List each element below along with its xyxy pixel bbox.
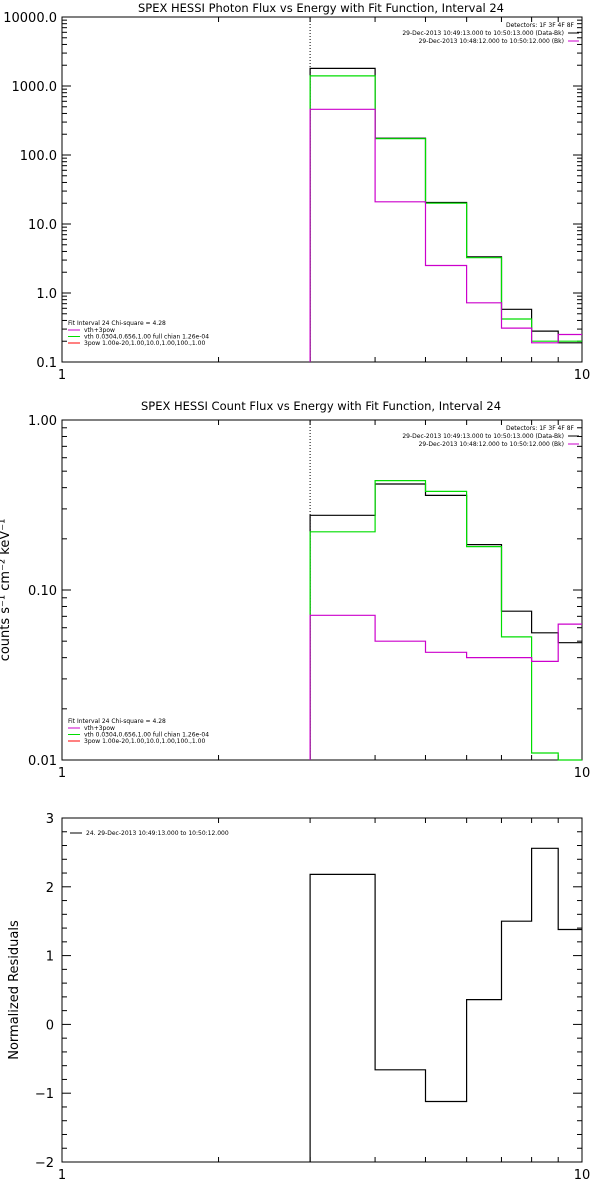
photon-flux-plot-area: 1 10 0.1 1.0 10.0 100.0 1000.0 10000.0 Detectors… (3, 11, 590, 383)
x-tick-label: 1 (58, 766, 66, 781)
legend-entry-text: 29-Dec-2013 10:49:13.000 to 10:50:13.000… (402, 433, 564, 440)
y-tick-label: 3 (46, 812, 54, 827)
legend-header: Detectors: 1F 3F 4F 8F (506, 425, 575, 432)
plot-frame (61, 16, 583, 363)
legend-entry-text: 29-Dec-2013 10:48:12.000 to 10:50:12.000… (419, 38, 564, 45)
legend-entry-text: 3pow 1.00e-20,1.00,10.0,1.00,100.,1.00 (84, 738, 205, 745)
y-tick-label: −1 (35, 1087, 54, 1102)
residuals-y-axis-label: Normalized Residuals (7, 920, 22, 1060)
series-step-line (309, 108, 582, 362)
series-step-line (309, 847, 582, 1162)
y-tick-label: 0.01 (28, 754, 57, 769)
x-tick-label: 10 (574, 368, 591, 383)
x-tick-label: 10 (574, 766, 591, 781)
y-tick-label: 10000.0 (3, 11, 57, 26)
y-tick-label: 2 (46, 881, 54, 896)
series-step-line (309, 480, 582, 761)
photon-flux-title: SPEX HESSI Photon Flux vs Energy with Fi… (138, 1, 504, 15)
x-tick-label: 1 (58, 1168, 66, 1183)
y-tick-label: 1000.0 (12, 80, 58, 95)
legend-entry-text: vth 0.0304,0.656,1.00 full chian 1.26e-0… (84, 732, 209, 739)
series-step-line (309, 614, 582, 760)
legend-header: Detectors: 1F 3F 4F 8F (506, 22, 575, 29)
legend-entry-text: 24. 29-Dec-2013 10:49:13.000 to 10:50:12… (86, 830, 229, 837)
y-tick-label: 1.0 (36, 287, 57, 302)
residuals-plot-area: 1 10 −2 −1 0 1 2 3 24. 29-Dec-2013 10:49:13.000 … (35, 812, 590, 1183)
count-flux-title: SPEX HESSI Count Flux vs Energy with Fit… (141, 399, 501, 413)
count-flux-plot-area: 1 100.010.101.00 Detectors: 1F 3F 4F 8F29-… (28, 414, 590, 781)
y-tick-label: 0.10 (28, 584, 57, 599)
y-tick-label: 1 (46, 950, 54, 965)
count-flux-panel: SPEX HESSI Count Flux vs Energy with Fit… (0, 399, 590, 781)
legend-entry-text: vth+3pow (84, 725, 115, 732)
legend-entry-text: vth 0.0304,0.656,1.00 full chian 1.26e-0… (84, 334, 209, 341)
y-tick-label: 1.00 (28, 414, 57, 429)
x-tick-label: 10 (574, 1168, 591, 1183)
x-tick-label: 1 (58, 368, 66, 383)
count-flux-y-axis-label: counts s⁻¹ cm⁻² keV⁻¹ (0, 519, 13, 662)
legend-header: Fit Interval 24 Chi-square = 4.28 (68, 320, 166, 327)
legend-entry-text: 29-Dec-2013 10:48:12.000 to 10:50:12.000… (419, 441, 564, 448)
residuals-panel: Normalized Residuals 1 10 −2 −1 0 1 2 3 24. 29-D… (7, 812, 590, 1183)
y-tick-label: −2 (35, 1156, 54, 1171)
legend-entry-text: 3pow 1.00e-20,1.00,10.0,1.00,100.,1.00 (84, 340, 205, 347)
legend-entry-text: vth+3pow (84, 327, 115, 334)
y-tick-label: 0 (46, 1018, 54, 1033)
y-tick-label: 100.0 (20, 149, 57, 164)
plot-frame (61, 817, 583, 1163)
y-tick-label: 0.1 (36, 356, 57, 371)
legend-entry-text: 29-Dec-2013 10:49:13.000 to 10:50:13.000… (402, 30, 564, 37)
legend-header: Fit Interval 24 Chi-square = 4.28 (68, 718, 166, 725)
photon-flux-panel: SPEX HESSI Photon Flux vs Energy with Fi… (3, 1, 590, 383)
y-tick-label: 10.0 (28, 218, 57, 233)
